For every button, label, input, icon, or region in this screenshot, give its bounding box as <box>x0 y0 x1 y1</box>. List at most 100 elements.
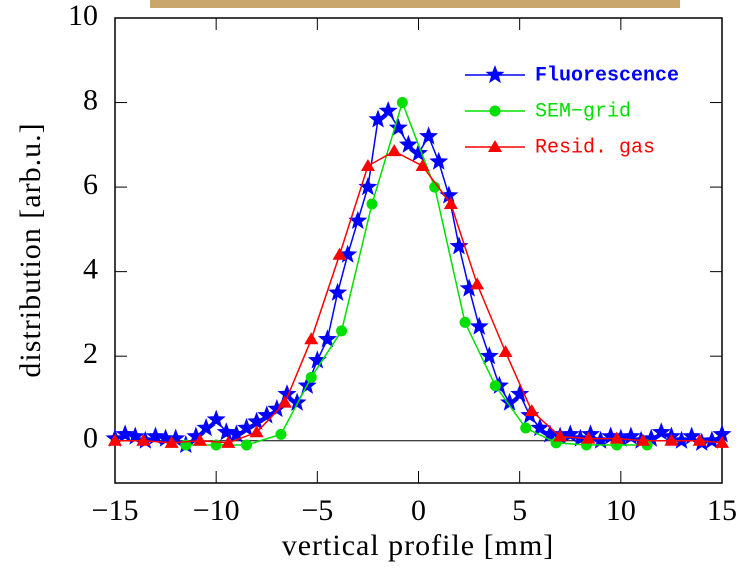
star-marker <box>682 426 702 445</box>
star-marker <box>530 418 550 437</box>
x-axis-title: vertical profile [mm] <box>282 529 555 562</box>
series-line <box>114 109 723 446</box>
circle-marker <box>366 198 378 210</box>
star-marker <box>651 422 671 441</box>
triangle-marker <box>443 197 458 209</box>
triangle-marker <box>488 140 502 152</box>
star-marker <box>409 143 428 162</box>
triangle-marker <box>136 433 151 446</box>
star-marker <box>500 392 520 411</box>
star-marker <box>591 430 611 449</box>
triangle-marker <box>192 433 207 446</box>
star-marker <box>237 418 256 437</box>
star-marker <box>439 185 459 204</box>
series-line <box>115 150 723 444</box>
triangle-marker <box>609 431 624 444</box>
star-marker <box>267 399 287 418</box>
star-marker <box>429 151 449 170</box>
star-marker <box>581 424 600 443</box>
triangle-marker <box>221 435 236 448</box>
star-marker <box>257 405 277 424</box>
circle-marker <box>459 316 471 328</box>
star-marker <box>206 409 226 428</box>
star-marker <box>388 117 408 136</box>
triangle-marker <box>249 425 264 438</box>
star-marker <box>358 177 378 196</box>
star-marker <box>338 244 358 263</box>
star-marker <box>479 346 499 365</box>
star-marker <box>641 428 661 447</box>
star-marker <box>307 350 327 369</box>
y-tick-label: 10 <box>68 0 98 32</box>
circle-marker <box>489 105 501 117</box>
circle-marker <box>429 181 441 193</box>
triangle-marker <box>332 247 347 260</box>
star-marker <box>115 424 135 443</box>
y-tick-label: 0 <box>83 422 98 455</box>
star-marker <box>611 428 631 447</box>
star-marker <box>378 101 398 120</box>
star-marker <box>186 426 206 445</box>
star-marker <box>247 411 267 430</box>
x-tick-label: −10 <box>193 494 240 527</box>
legend-label: Resid. gas <box>535 136 655 159</box>
star-marker <box>485 65 505 84</box>
star-marker <box>368 109 388 128</box>
circle-marker <box>396 97 408 109</box>
triangle-marker <box>164 435 179 448</box>
legend-label: SEM−grid <box>535 100 631 123</box>
triangle-marker <box>524 404 539 417</box>
star-marker <box>540 424 560 443</box>
triangle-marker <box>304 332 319 345</box>
star-marker <box>601 426 621 445</box>
triangle-marker <box>108 433 122 446</box>
y-tick-label: 4 <box>83 253 98 286</box>
star-marker <box>125 426 145 445</box>
star-marker <box>287 392 307 411</box>
star-marker <box>196 418 216 437</box>
x-tick-label: 5 <box>512 494 527 527</box>
triangle-marker <box>581 431 596 444</box>
triangle-marker <box>636 433 651 446</box>
y-axis-title: distribution [arb.u.] <box>14 122 47 377</box>
star-marker <box>560 424 580 443</box>
star-marker <box>459 278 479 297</box>
triangle-marker <box>715 435 729 448</box>
star-marker <box>216 422 236 441</box>
triangle-marker <box>664 433 679 446</box>
photo-strip <box>150 0 680 8</box>
triangle-marker <box>415 158 430 171</box>
circle-marker <box>489 380 501 392</box>
legend-label: Fluorescence <box>535 64 679 87</box>
triangle-marker <box>360 158 375 171</box>
star-marker <box>166 428 186 447</box>
star-marker <box>672 430 691 449</box>
triangle-marker <box>692 433 707 446</box>
star-marker <box>621 426 641 445</box>
triangle-marker <box>498 344 513 357</box>
star-marker <box>398 134 418 153</box>
circle-marker <box>275 428 287 440</box>
series-line <box>185 100 648 446</box>
x-tick-label: 0 <box>411 494 426 527</box>
triangle-marker <box>277 395 292 408</box>
triangle-marker <box>470 277 485 290</box>
star-marker <box>156 428 176 447</box>
star-marker <box>226 424 246 443</box>
x-tick-label: −5 <box>301 494 333 527</box>
star-marker <box>146 426 165 445</box>
y-tick-label: 2 <box>83 337 98 370</box>
star-marker <box>419 126 439 145</box>
triangle-marker <box>387 144 402 157</box>
x-tick-label: −15 <box>92 494 139 527</box>
star-marker <box>469 316 489 335</box>
star-marker <box>348 210 368 229</box>
plot-frame <box>114 17 723 484</box>
y-tick-label: 8 <box>83 83 98 116</box>
x-tick-label: 15 <box>707 494 737 527</box>
star-marker <box>328 282 348 301</box>
x-tick-label: 10 <box>606 494 636 527</box>
y-tick-label: 6 <box>83 168 98 201</box>
circle-marker <box>241 439 253 451</box>
